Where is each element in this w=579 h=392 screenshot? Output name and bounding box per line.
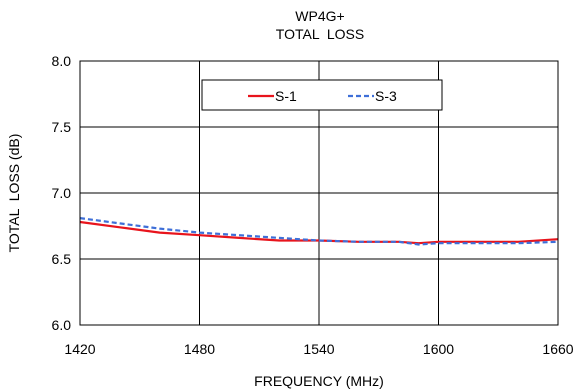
legend-label-s-1: S-1 bbox=[275, 88, 297, 104]
legend-label-s-3: S-3 bbox=[375, 88, 397, 104]
y-axis-label: TOTAL LOSS (dB) bbox=[6, 134, 22, 253]
chart-title: WP4G+ bbox=[295, 8, 344, 24]
y-tick-label: 8.0 bbox=[52, 53, 72, 69]
y-tick-label: 7.0 bbox=[52, 185, 72, 201]
y-tick-label: 7.5 bbox=[52, 119, 72, 135]
chart-subtitle: TOTAL LOSS bbox=[276, 26, 364, 42]
x-tick-label: 1660 bbox=[542, 341, 573, 357]
y-tick-label: 6.0 bbox=[52, 317, 72, 333]
x-axis-label: FREQUENCY (MHz) bbox=[254, 373, 384, 389]
series-layer bbox=[79, 217, 559, 246]
y-tick-labels: 6.0 6.5 7.0 7.5 8.0 bbox=[52, 53, 72, 333]
series-line-s-3 bbox=[79, 217, 559, 246]
x-tick-labels: 1420 1480 1540 1600 1660 bbox=[64, 341, 573, 357]
x-tick-label: 1540 bbox=[303, 341, 334, 357]
legend-box bbox=[201, 79, 443, 111]
y-tick-label: 6.5 bbox=[52, 251, 72, 267]
legend: S-1 S-3 bbox=[201, 79, 443, 111]
plot-frame bbox=[79, 60, 559, 326]
x-tick-label: 1600 bbox=[423, 341, 454, 357]
x-tick-label: 1420 bbox=[64, 341, 95, 357]
x-tick-label: 1480 bbox=[184, 341, 215, 357]
